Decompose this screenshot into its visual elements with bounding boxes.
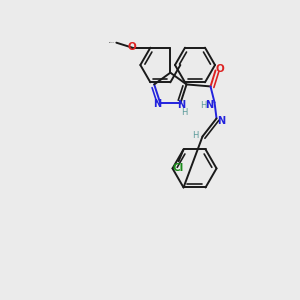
Text: H: H [181,108,188,117]
Text: Cl: Cl [173,164,184,173]
Text: N: N [153,99,161,110]
Text: H: H [200,101,207,110]
Text: O: O [128,42,137,52]
Text: N: N [206,100,214,110]
Text: N: N [177,100,185,110]
Text: N: N [218,116,226,126]
Text: O: O [215,64,224,74]
Text: methoxy: methoxy [110,41,116,43]
Text: H: H [192,131,199,140]
